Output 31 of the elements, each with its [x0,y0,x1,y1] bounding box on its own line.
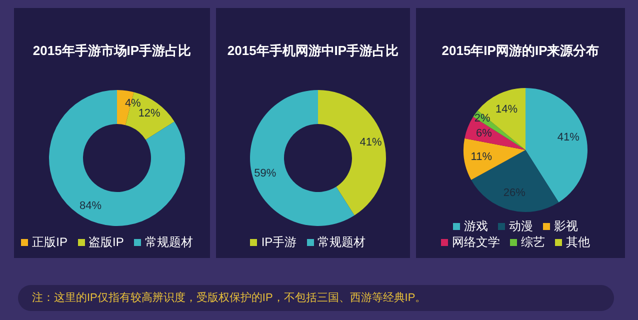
legend-label: IP手游 [261,235,297,249]
data-label: 84% [79,200,102,212]
legend-label: 正版IP [32,235,68,249]
pie-slice [526,88,588,202]
legend-label: 常规题材 [318,235,366,249]
data-label: 6% [476,128,492,140]
legend-label: 综艺 [521,235,545,249]
legend-label: 网络文学 [452,235,500,249]
chart-title: 2015年手机网游中IP手游占比 [226,42,400,60]
pie-slice [471,150,559,212]
legend-label: 常规题材 [144,235,193,249]
data-label: 11% [470,150,492,163]
data-label: 4% [124,97,142,110]
chart-title: 2015年IP网游的IP来源分布 [440,42,600,60]
data-label: 41% [557,132,580,144]
legend-label: 盗版IP [88,235,124,249]
legend-label: 其他 [566,235,590,249]
legend-label: 影视 [554,219,578,233]
pie-slice [464,138,526,180]
data-label: 14% [495,104,518,116]
data-label: 12% [138,108,161,120]
donut-slice [318,90,386,216]
donut-slice [250,90,354,226]
text: 注：这里的IP仅指有较高辨识度，受版权保护的IP，不包括三国、西游等经典IP。 [32,292,426,304]
chart-title: 2015年手游市场IP手游占比 [32,42,192,60]
legend-label: 动漫 [509,219,533,233]
legend-label: 游戏 [464,219,488,233]
donut-slice [125,92,174,140]
donut-slice [49,90,185,226]
data-label: 59% [254,167,276,180]
data-label: 41% [360,136,382,149]
